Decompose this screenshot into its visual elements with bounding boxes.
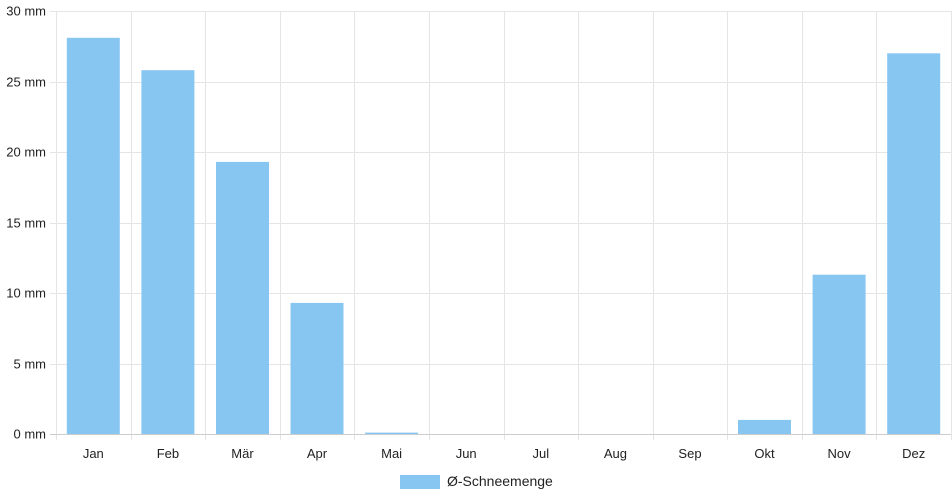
y-tick-label: 10 mm [6,286,46,301]
y-tick-label: 25 mm [6,75,46,90]
x-tick-label-sep: Sep [678,446,701,461]
x-axis-tick-labels: Jan Feb Mär Apr Mai Jun Jul Aug Sep Okt Nov Dez [83,446,925,461]
y-axis-tick-labels: 0 mm 5 mm 10 mm 15 mm 20 mm 25 mm 30 mm [6,4,46,442]
bar-okt[interactable] [738,419,791,434]
horizontal-gridlines [50,11,951,435]
bar-apr[interactable] [290,302,344,434]
y-tick-label: 5 mm [14,357,47,372]
bar-mär[interactable] [216,161,269,434]
bar-dez[interactable] [887,53,941,435]
legend[interactable]: Ø-Schneemenge [400,473,553,489]
y-tick-label: 20 mm [6,145,46,160]
bars [66,37,941,435]
y-tick-label: 0 mm [14,427,47,442]
x-tick-label-mai: Mai [381,446,402,461]
x-tick-label-apr: Apr [307,446,328,461]
y-tick-label: 15 mm [6,216,46,231]
x-tick-label-jul: Jul [532,446,549,461]
bar-jan[interactable] [66,37,120,435]
bar-mai[interactable] [365,432,419,434]
legend-swatch [400,475,440,489]
legend-label-schneemenge: Ø-Schneemenge [447,473,553,489]
x-tick-label-mär: Mär [231,446,254,461]
y-tick-label: 30 mm [6,4,46,19]
x-tick-label-feb: Feb [157,446,179,461]
x-tick-label-dez: Dez [902,446,925,461]
bar-feb[interactable] [141,70,195,434]
bar-nov[interactable] [812,274,866,434]
x-tick-label-nov: Nov [828,446,852,461]
x-tick-label-jan: Jan [83,446,104,461]
x-tick-label-aug: Aug [604,446,627,461]
x-tick-label-jun: Jun [456,446,477,461]
x-tick-label-okt: Okt [754,446,775,461]
